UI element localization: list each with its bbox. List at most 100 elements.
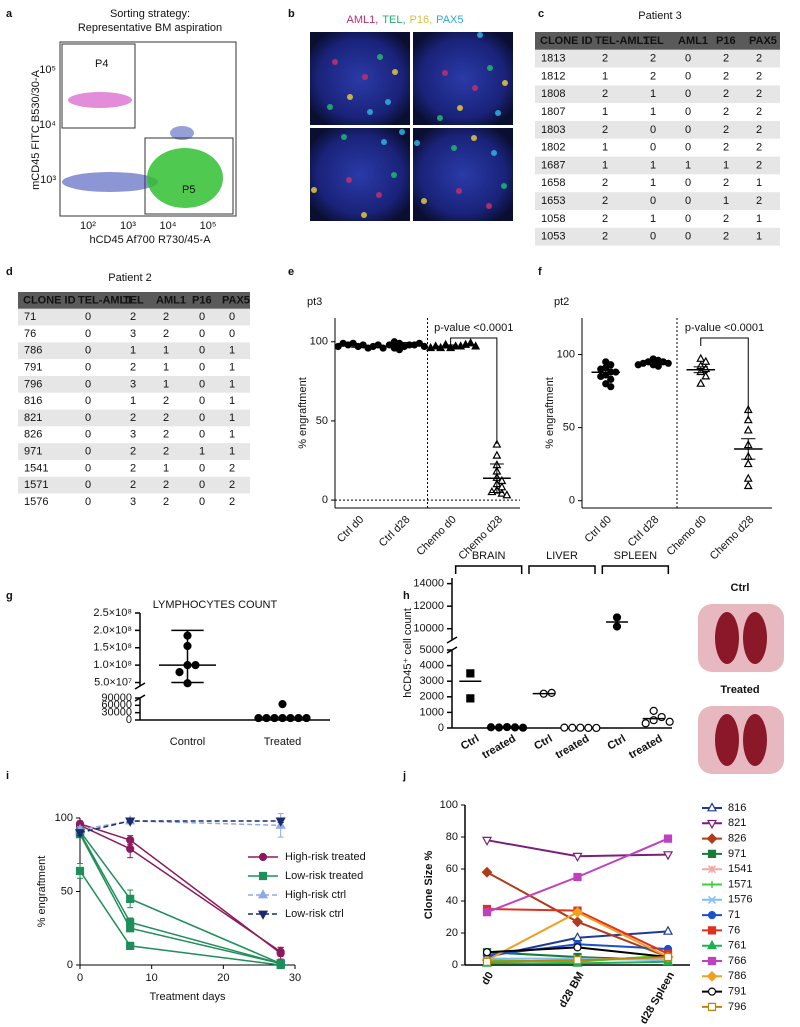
- fish-spot: [377, 54, 383, 60]
- point: [665, 717, 674, 726]
- table-cell: 0: [199, 311, 205, 323]
- y-axis-label: hCD45⁺ cell count: [402, 608, 414, 698]
- y-tick-label: 60: [446, 863, 458, 875]
- table-row-bg: [18, 426, 250, 444]
- table-header-bg: [18, 292, 250, 309]
- table-cell: 1576: [24, 496, 48, 508]
- organ-photo: [698, 706, 784, 774]
- panel-label: i: [6, 770, 9, 782]
- fish-spot: [385, 99, 391, 105]
- y-tick-label: 80: [446, 831, 458, 843]
- table-title: Patient 2: [108, 272, 151, 284]
- fish-spot: [501, 183, 507, 189]
- table-row-bg: [535, 210, 780, 228]
- y-tick-label: 1.5×10⁸: [93, 642, 132, 654]
- table-cell: 2: [130, 311, 136, 323]
- y-tick-label: 0: [67, 959, 73, 971]
- x-tick-label: Ctrl: [606, 733, 628, 753]
- table-cell: 2: [130, 362, 136, 374]
- line: [79, 830, 281, 965]
- table-cell: 2: [723, 124, 729, 136]
- table-cell: 0: [85, 462, 91, 474]
- point: [560, 723, 569, 732]
- point: [278, 713, 287, 723]
- y-tick-label: 0: [126, 714, 132, 726]
- table-cell: 0: [199, 345, 205, 357]
- legend-label: 76: [728, 924, 740, 936]
- table-cell: 0: [85, 362, 91, 374]
- table-cell: 2: [723, 231, 729, 243]
- y-tick-label: 10000: [413, 623, 444, 635]
- table-cell: 0: [85, 378, 91, 390]
- gate: [61, 43, 136, 129]
- panel-label: e: [288, 266, 294, 278]
- table-cell: 1: [756, 231, 762, 243]
- point: [663, 952, 673, 962]
- x-axis-label: Treatment days: [149, 991, 226, 1003]
- annotation: p-value <0.0001: [685, 322, 764, 334]
- point: [657, 712, 666, 722]
- table-cell: 0: [650, 124, 656, 136]
- legend-marker: [258, 852, 268, 862]
- table-cell: 0: [199, 479, 205, 491]
- table-cell: 2: [723, 70, 729, 82]
- legend-label: 786: [728, 970, 746, 982]
- line: [79, 820, 281, 834]
- x-tick-label: treated: [627, 733, 665, 762]
- legend-label: 816: [728, 802, 746, 814]
- point: [466, 338, 476, 347]
- organ: [715, 714, 739, 766]
- probe-name: P16,: [410, 14, 433, 26]
- point: [573, 872, 582, 882]
- x-tick-label: Treated: [264, 736, 302, 748]
- table-cell: 0: [685, 88, 691, 100]
- column-header: TEL-AML1: [78, 294, 132, 306]
- table-header-bg: [535, 32, 780, 50]
- legend-marker: [707, 1002, 717, 1012]
- probe-legend: AML1, TEL, P16, PAX5: [347, 14, 464, 26]
- table-cell: 1: [650, 159, 656, 171]
- table-row-bg: [535, 138, 780, 157]
- point: [126, 941, 135, 950]
- fish-spot: [362, 74, 368, 80]
- y-tick-label: 4000: [420, 660, 444, 672]
- x-tick-label: 10²: [80, 220, 96, 232]
- table-cell: 0: [199, 378, 205, 390]
- table-cell: 0: [229, 328, 235, 340]
- table-row-bg: [18, 476, 250, 494]
- y-tick-label: 2000: [420, 691, 444, 703]
- cell-cloud: [147, 148, 223, 208]
- table-cell: 2: [163, 412, 169, 424]
- point: [696, 353, 706, 362]
- table-cell: 0: [685, 124, 691, 136]
- column-header: P16: [716, 35, 736, 47]
- fish-spot: [414, 140, 420, 146]
- x-tick-label: Chemo d0: [665, 514, 709, 558]
- legend-marker: [707, 926, 717, 935]
- column-header: TEL-AML1: [595, 35, 649, 47]
- legend-label: Low-risk ctrl: [285, 908, 344, 920]
- legend-marker: [706, 939, 718, 950]
- x-tick-label: 20: [217, 972, 229, 984]
- point: [126, 894, 135, 903]
- y-tick-label: 2.5×10⁸: [93, 607, 132, 619]
- fish-spot: [346, 177, 352, 183]
- point: [597, 365, 605, 373]
- cell-cloud: [62, 172, 158, 192]
- point: [502, 490, 512, 499]
- point: [126, 844, 135, 853]
- point: [607, 383, 615, 391]
- legend-marker: [706, 833, 718, 844]
- significance-bracket: [450, 337, 498, 444]
- legend-label: 1541: [728, 863, 752, 875]
- legend-marker: [707, 910, 717, 920]
- x-tick-label: treated: [480, 733, 518, 762]
- table-cell: 2: [723, 213, 729, 225]
- fish-spot: [347, 94, 353, 100]
- column-header: P16: [192, 294, 212, 306]
- fish-spot: [477, 32, 483, 38]
- table-cell: 3: [130, 328, 136, 340]
- legend-label: 1571: [728, 878, 752, 890]
- table-row-bg: [535, 192, 780, 210]
- line: [79, 832, 281, 965]
